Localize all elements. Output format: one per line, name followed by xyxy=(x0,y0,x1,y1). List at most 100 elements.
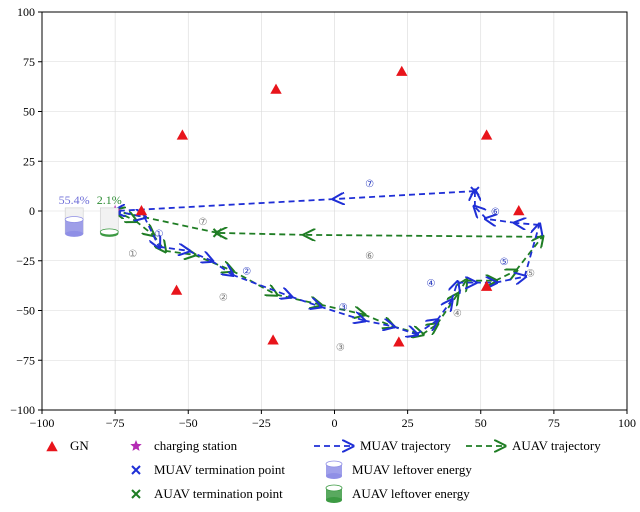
legend-item-muav: MUAV trajectory xyxy=(314,438,451,453)
plot-area: −100 −75 −50 −25 0 25 50 75 100 −100 −75 −50 −25 0 25 5… xyxy=(10,5,636,430)
auav-segment-label-1: ② xyxy=(219,293,228,304)
auav-segment-label-6: ⑦ xyxy=(198,217,207,228)
x-tick-label-4: 0 xyxy=(332,416,338,430)
legend-auav-x-icon xyxy=(131,489,141,499)
legend-item-gn: GN xyxy=(46,438,89,453)
legend-muav-cylinder-icon-base xyxy=(326,473,342,479)
legend-label-auav_bar: AUAV leftover energy xyxy=(352,486,470,501)
legend-label-auav_term: AUAV termination point xyxy=(154,486,283,501)
legend-muav-cylinder-icon xyxy=(325,460,343,479)
legend-item-muav_bar: MUAV leftover energy xyxy=(325,460,472,479)
legend-muav-cylinder-icon-top xyxy=(325,460,343,468)
auav-trajectory xyxy=(115,211,542,334)
leftover-energy-bar-0 xyxy=(64,216,84,237)
legend-auav-cylinder-icon-base xyxy=(326,497,342,503)
gn-marker-1 xyxy=(170,284,183,295)
leftover-energy-bar-1-top xyxy=(99,228,119,236)
muav-trajectory-segment-10 xyxy=(415,320,436,336)
y-tick-label-0: −100 xyxy=(10,403,35,417)
muav-trajectory-segment-3 xyxy=(187,249,211,261)
muav-trajectory-segment-7 xyxy=(319,305,364,321)
gn-marker-5 xyxy=(393,336,405,347)
auav-trajectory-segment-16 xyxy=(305,235,543,237)
legend-item-muav_term: MUAV termination point xyxy=(131,462,285,477)
muav-trajectory-segment-17 xyxy=(516,223,540,225)
muav-trajectory-segment-2 xyxy=(158,247,188,251)
leftover-energy-bar-0-base xyxy=(65,230,84,237)
muav-termination-marker-stroke-b xyxy=(470,186,480,196)
auav-trajectory-segment-14 xyxy=(494,271,515,282)
auav-segment-label-3: ④ xyxy=(453,308,462,319)
x-tick-label-1: −75 xyxy=(106,416,125,430)
leftover-energy-bar-0-body xyxy=(65,219,84,234)
y-tick-label-3: −25 xyxy=(16,254,35,268)
legend-label-charging: charging station xyxy=(154,438,238,453)
muav-trajectory-segment-16 xyxy=(523,225,540,277)
x-tick-label-7: 75 xyxy=(548,416,560,430)
x-tick-label-0: −100 xyxy=(30,416,55,430)
muav-trajectory-segment-6 xyxy=(290,295,320,307)
muav-trajectory-segment-8 xyxy=(363,320,393,326)
leftover-energy-bar-1 xyxy=(99,228,119,237)
gn-marker-8 xyxy=(480,280,493,291)
legend: GN charging station MUAV trajectory AUAV tr… xyxy=(46,438,601,503)
gn-marker-6 xyxy=(396,65,408,76)
y-tick-label-1: −75 xyxy=(16,353,35,367)
y-tick-label-6: 50 xyxy=(23,105,35,119)
x-tick-label-8: 100 xyxy=(618,416,636,430)
muav-segment-label-3: ④ xyxy=(427,279,436,290)
muav-trajectory-segment-21 xyxy=(335,190,475,199)
auav-trajectory-segment-1 xyxy=(135,220,154,235)
legend-muav-x-icon xyxy=(131,465,141,475)
legend-star-icon xyxy=(130,440,142,451)
legend-label-gn: GN xyxy=(70,438,89,453)
auav-trajectory-segment-17 xyxy=(218,233,306,235)
leftover-energy-bar-0-top xyxy=(64,216,84,223)
muav-trajectory-segment-12 xyxy=(452,283,458,301)
auav-trajectory-segment-18 xyxy=(115,211,218,234)
legend-label-muav_bar: MUAV leftover energy xyxy=(352,462,472,477)
gn-marker-9 xyxy=(513,205,525,216)
auav-termination-marker-stroke-b xyxy=(212,228,223,238)
muav-trajectory-segment-5 xyxy=(231,273,291,297)
auav-trajectory-segment-7 xyxy=(319,303,364,315)
x-tick-label-2: −50 xyxy=(179,416,198,430)
legend-label-muav: MUAV trajectory xyxy=(360,438,451,453)
muav-trajectory-segment-4 xyxy=(211,260,232,275)
y-tick-label-2: −50 xyxy=(16,304,35,318)
gn-marker-7 xyxy=(480,129,493,140)
legend-label-muav_term: MUAV termination point xyxy=(154,462,285,477)
gn-marker-3 xyxy=(270,83,282,94)
muav-termination-marker xyxy=(470,186,480,196)
leftover-energy-label-1: 2.1% xyxy=(97,193,122,207)
legend-muav-x-icon-stroke-b xyxy=(131,465,141,475)
muav-trajectory xyxy=(115,191,539,334)
auav-segment-label-2: ③ xyxy=(336,342,345,353)
legend-item-auav: AUAV trajectory xyxy=(466,438,601,453)
auav-trajectory-segment-15 xyxy=(515,237,542,272)
muav-segment-label-5: ⑥ xyxy=(491,207,500,218)
muav-trajectory-segment-18 xyxy=(487,219,516,223)
muav-segment-label-1: ② xyxy=(242,267,251,278)
muav-segment-label-4: ⑤ xyxy=(500,257,509,268)
legend-auav-x-icon-stroke-b xyxy=(131,489,141,499)
muav-segment-label-2: ③ xyxy=(339,303,348,314)
muav-trajectory-segment-15 xyxy=(495,277,524,283)
auav-trajectory-segment-8 xyxy=(363,313,393,326)
x-tick-label-6: 50 xyxy=(475,416,487,430)
x-tick-label-3: −25 xyxy=(252,416,271,430)
auav-segment-label-0: ① xyxy=(128,249,137,260)
gn-marker-0 xyxy=(135,205,148,216)
legend-item-charging: charging station xyxy=(130,438,238,453)
gn-marker-2 xyxy=(176,129,189,140)
legend-item-auav_bar: AUAV leftover energy xyxy=(325,484,470,503)
y-tick-label-5: 25 xyxy=(23,154,35,168)
auav-segment-label-4: ⑤ xyxy=(526,269,535,280)
muav-trajectory-segment-1 xyxy=(143,216,159,247)
muav-segment-label-0: ① xyxy=(155,229,164,240)
legend-auav-cylinder-icon xyxy=(325,484,343,503)
auav-termination-marker xyxy=(212,228,223,238)
leftover-energy-label-0: 55.4% xyxy=(59,193,90,207)
y-tick-label-7: 75 xyxy=(23,55,35,69)
